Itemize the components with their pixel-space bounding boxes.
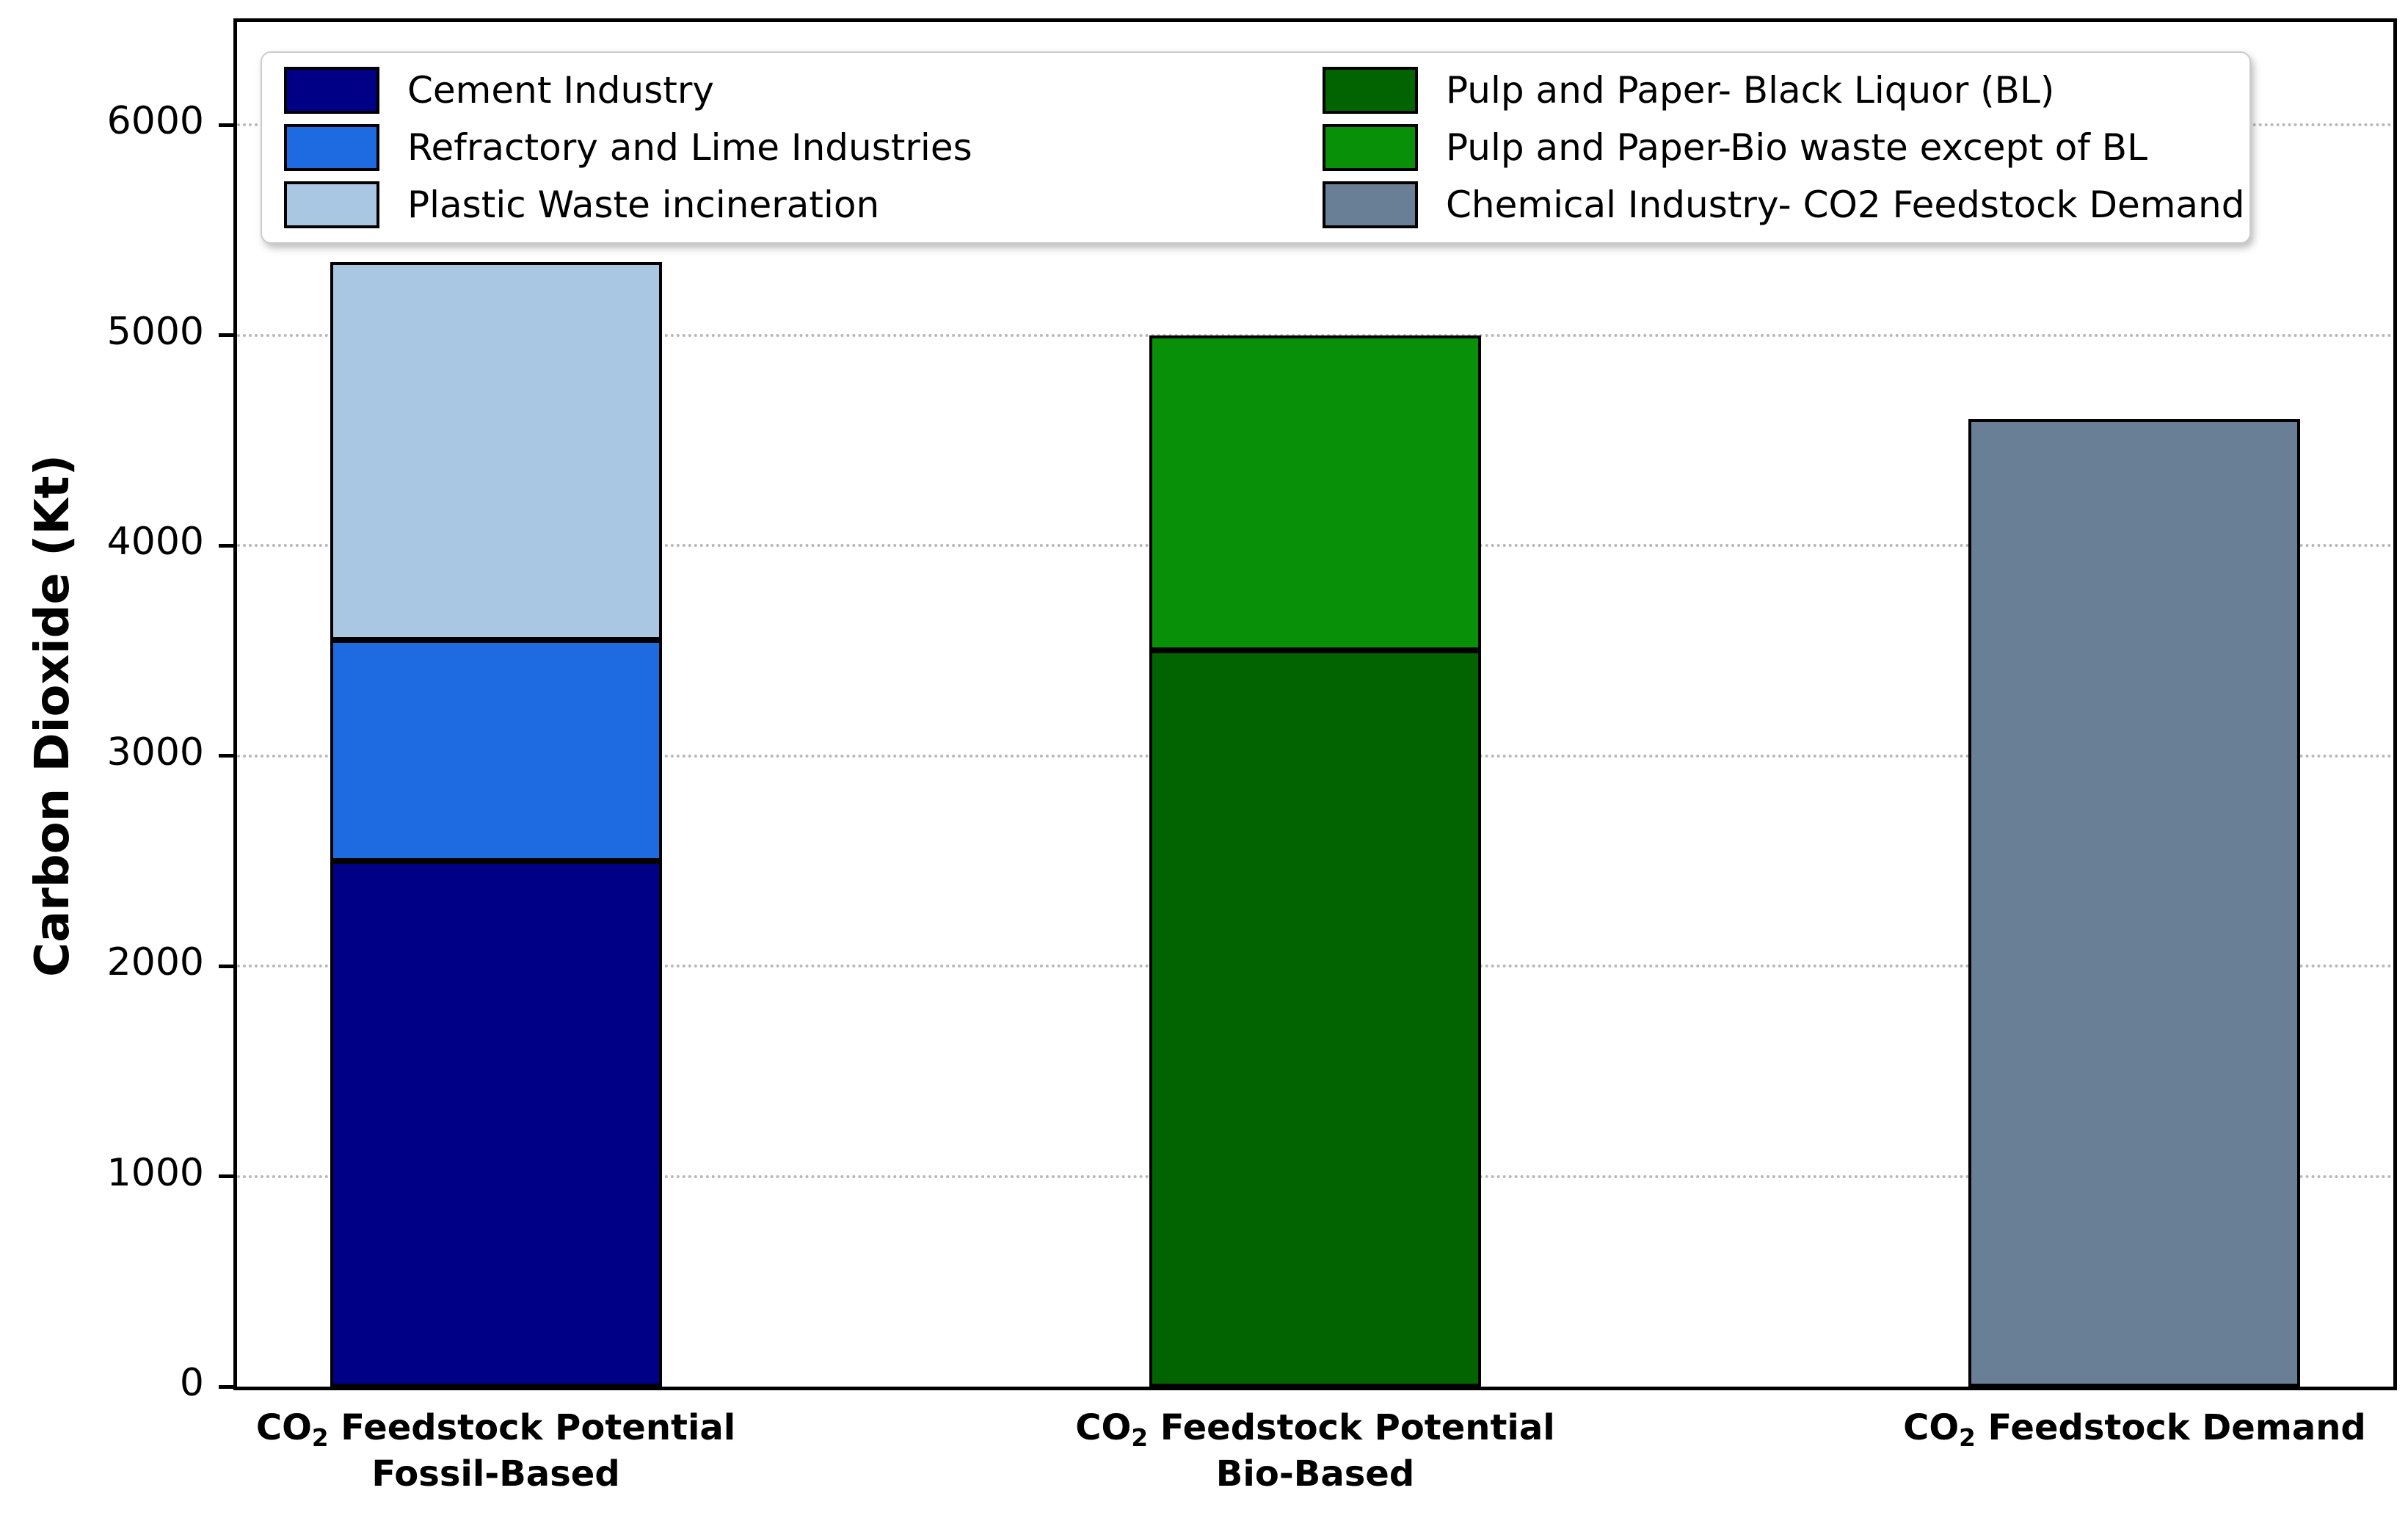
legend-box: Cement Industry Refractory and Lime Indus… bbox=[261, 51, 2251, 244]
bar-segment bbox=[1149, 650, 1481, 1387]
legend-swatch bbox=[1323, 67, 1418, 114]
bar-segment bbox=[330, 860, 662, 1387]
x-axis-tick-label-line1: CO2 Feedstock Potential bbox=[1075, 1407, 1555, 1452]
x-axis-tick-label-line1: CO2 Feedstock Potential bbox=[255, 1407, 736, 1452]
y-axis-tick-label: 5000 bbox=[106, 309, 204, 354]
legend-item: Refractory and Lime Industries bbox=[284, 123, 1323, 172]
co2-subscript: 2 bbox=[311, 1424, 329, 1453]
x-label-text: CO bbox=[255, 1407, 312, 1448]
x-axis-tick-label-line2: Fossil-Based bbox=[371, 1453, 620, 1495]
legend-label: Chemical Industry- CO2 Feedstock Demand bbox=[1446, 184, 2245, 226]
y-axis-tick-mark bbox=[219, 333, 233, 338]
x-label-text: CO bbox=[1903, 1407, 1960, 1448]
y-axis-tick-mark bbox=[219, 123, 233, 127]
legend-item: Cement Industry bbox=[284, 66, 1323, 115]
bar-demand bbox=[1968, 22, 2301, 1387]
legend-column-2: Pulp and Paper- Black Liquor (BL) Pulp an… bbox=[1323, 66, 2244, 229]
y-axis-tick-label: 1000 bbox=[106, 1150, 204, 1195]
legend-swatch bbox=[284, 181, 379, 228]
bar-segment bbox=[1968, 419, 2301, 1387]
legend-item: Pulp and Paper-Bio waste except of BL bbox=[1323, 123, 2244, 172]
x-label-text: Feedstock Potential bbox=[328, 1407, 736, 1448]
legend-swatch bbox=[1323, 124, 1418, 171]
plot-area bbox=[233, 18, 2397, 1390]
legend-label: Pulp and Paper- Black Liquor (BL) bbox=[1446, 69, 2055, 112]
co2-subscript: 2 bbox=[1959, 1424, 1976, 1453]
bar-fossil bbox=[330, 22, 662, 1387]
x-axis-tick-label-line2: Bio-Based bbox=[1215, 1453, 1415, 1495]
legend-label: Plastic Waste incineration bbox=[407, 184, 880, 226]
legend-swatch bbox=[1323, 181, 1418, 228]
legend-swatch bbox=[284, 124, 379, 171]
x-axis-tick-label-line1: CO2 Feedstock Demand bbox=[1903, 1407, 2366, 1452]
y-axis-tick-mark bbox=[219, 543, 233, 548]
gridline bbox=[237, 333, 2393, 337]
x-label-text: Feedstock Potential bbox=[1148, 1407, 1555, 1448]
bar-segment bbox=[330, 261, 662, 641]
legend-column-1: Cement Industry Refractory and Lime Indus… bbox=[284, 66, 1323, 229]
x-axis-tick-label: CO2 Feedstock Demand bbox=[1731, 1405, 2408, 1452]
y-axis-tick-label: 4000 bbox=[106, 520, 204, 564]
bar-segment bbox=[1149, 335, 1481, 651]
y-axis-tick-label: 3000 bbox=[106, 730, 204, 774]
y-axis-tick-mark bbox=[219, 964, 233, 968]
y-axis-tick-mark bbox=[219, 1384, 233, 1389]
x-label-text: Feedstock Demand bbox=[1975, 1407, 2366, 1448]
legend-item: Chemical Industry- CO2 Feedstock Demand bbox=[1323, 181, 2244, 229]
x-axis-tick-label: CO2 Feedstock Potential Bio-Based bbox=[912, 1405, 1719, 1498]
x-axis-tick-label: CO2 Feedstock Potential Fossil-Based bbox=[92, 1405, 900, 1498]
legend-label: Cement Industry bbox=[407, 69, 714, 112]
y-axis-tick-label: 0 bbox=[179, 1361, 204, 1405]
x-label-text: CO bbox=[1075, 1407, 1132, 1448]
bar-segment bbox=[330, 640, 662, 861]
bar-bio bbox=[1149, 22, 1481, 1387]
y-axis-tick-label: 2000 bbox=[106, 940, 204, 985]
legend-label: Refractory and Lime Industries bbox=[407, 126, 972, 169]
legend-item: Pulp and Paper- Black Liquor (BL) bbox=[1323, 66, 2244, 115]
y-axis-tick-label: 6000 bbox=[106, 99, 204, 144]
legend-swatch bbox=[284, 67, 379, 114]
y-axis-tick-mark bbox=[219, 754, 233, 758]
y-axis-tick-mark bbox=[219, 1174, 233, 1179]
legend-label: Pulp and Paper-Bio waste except of BL bbox=[1446, 126, 2147, 169]
legend-item: Plastic Waste incineration bbox=[284, 181, 1323, 229]
co2-subscript: 2 bbox=[1131, 1424, 1149, 1453]
y-axis-title: Carbon Dioxide (Kt) bbox=[26, 454, 80, 977]
